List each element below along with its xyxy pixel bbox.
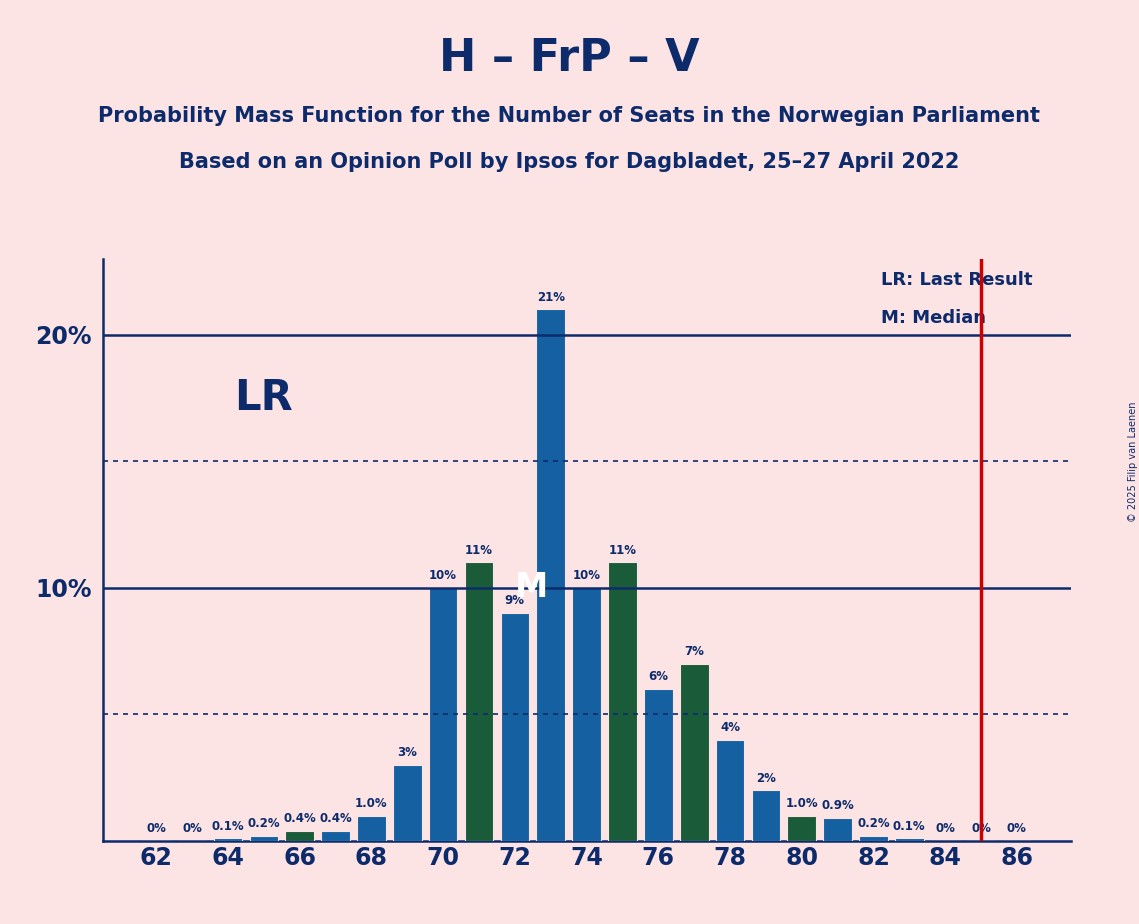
Bar: [214, 838, 243, 841]
Text: 0.2%: 0.2%: [247, 817, 280, 830]
Bar: [608, 563, 637, 841]
Text: 0%: 0%: [972, 822, 991, 835]
Text: 0.2%: 0.2%: [858, 817, 890, 830]
Bar: [572, 588, 601, 841]
Text: Based on an Opinion Poll by Ipsos for Dagbladet, 25–27 April 2022: Based on an Opinion Poll by Ipsos for Da…: [179, 152, 960, 173]
Bar: [715, 739, 745, 841]
Text: 3%: 3%: [398, 747, 417, 760]
Text: LR: LR: [235, 377, 293, 419]
Bar: [859, 836, 887, 841]
Text: H – FrP – V: H – FrP – V: [440, 37, 699, 80]
Text: 10%: 10%: [429, 569, 457, 582]
Bar: [680, 663, 708, 841]
Text: 0%: 0%: [935, 822, 956, 835]
Bar: [644, 689, 673, 841]
Bar: [500, 613, 530, 841]
Text: 0.4%: 0.4%: [319, 812, 352, 825]
Bar: [895, 838, 924, 841]
Text: 0.1%: 0.1%: [212, 820, 245, 833]
Text: 0%: 0%: [182, 822, 202, 835]
Text: 7%: 7%: [685, 645, 704, 658]
Text: 1.0%: 1.0%: [355, 797, 387, 810]
Text: 1.0%: 1.0%: [786, 797, 818, 810]
Text: M: Median: M: Median: [880, 310, 985, 327]
Text: 0%: 0%: [146, 822, 166, 835]
Bar: [428, 588, 458, 841]
Bar: [752, 790, 780, 841]
Text: M: M: [515, 571, 548, 604]
Bar: [358, 816, 386, 841]
Text: 0%: 0%: [1007, 822, 1027, 835]
Bar: [321, 831, 350, 841]
Text: LR: Last Result: LR: Last Result: [880, 272, 1032, 289]
Text: 6%: 6%: [648, 671, 669, 684]
Text: 11%: 11%: [608, 544, 637, 557]
Bar: [465, 563, 493, 841]
Bar: [823, 818, 852, 841]
Text: 0.1%: 0.1%: [893, 820, 926, 833]
Bar: [787, 816, 816, 841]
Text: © 2025 Filip van Laenen: © 2025 Filip van Laenen: [1129, 402, 1138, 522]
Text: 9%: 9%: [505, 594, 525, 607]
Text: 0.9%: 0.9%: [821, 799, 854, 812]
Text: Probability Mass Function for the Number of Seats in the Norwegian Parliament: Probability Mass Function for the Number…: [98, 106, 1041, 127]
Bar: [536, 310, 565, 841]
Text: 21%: 21%: [536, 291, 565, 304]
Bar: [286, 831, 314, 841]
Bar: [249, 836, 278, 841]
Text: 0.4%: 0.4%: [284, 812, 317, 825]
Text: 11%: 11%: [465, 544, 493, 557]
Text: 10%: 10%: [573, 569, 600, 582]
Bar: [393, 765, 421, 841]
Text: 4%: 4%: [720, 721, 740, 734]
Text: 2%: 2%: [756, 772, 776, 784]
